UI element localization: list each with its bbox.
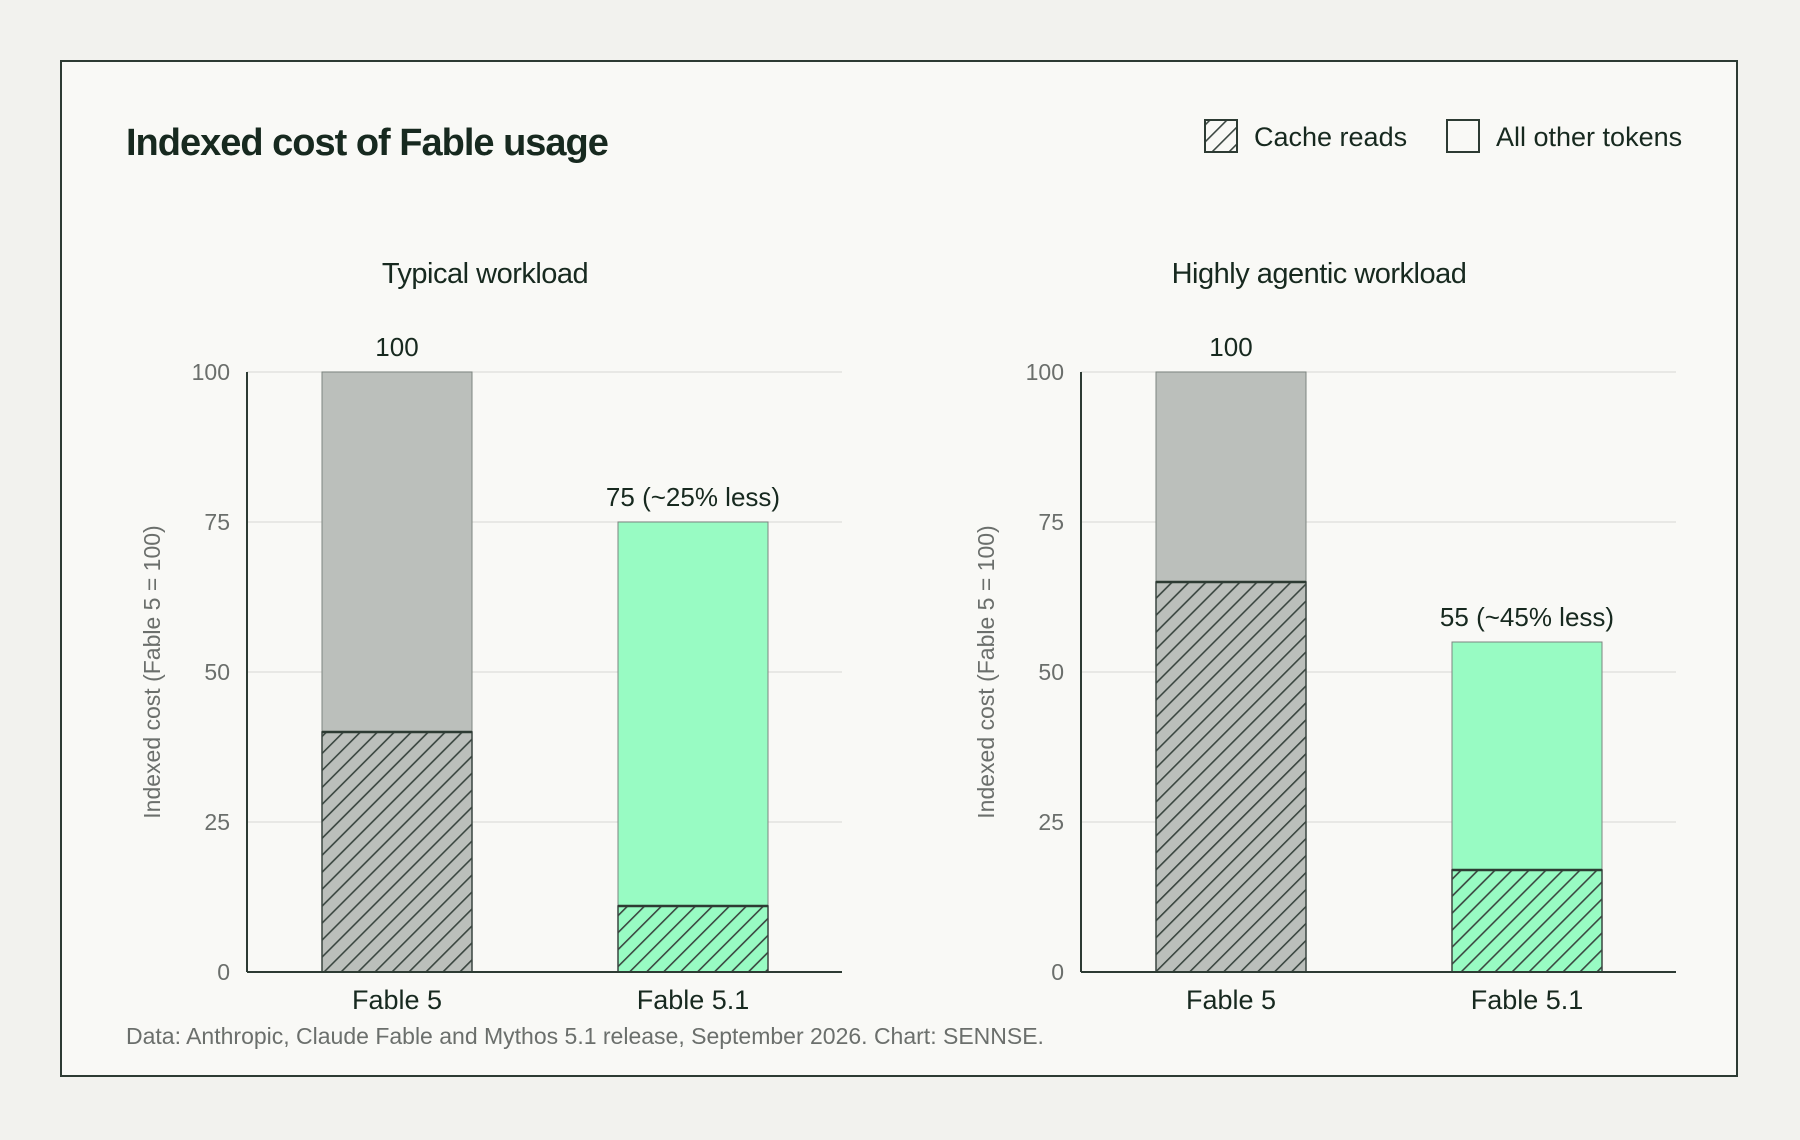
data-label: 75 (~25% less) — [606, 482, 780, 512]
legend-swatch-all-other-tokens — [1446, 119, 1480, 153]
y-tick-label: 50 — [204, 659, 230, 685]
panel-0: Typical workload 0 25 50 75 100 Indexed cost (… — [139, 258, 842, 1015]
bar-segment-all-other-tokens — [1155, 371, 1307, 583]
category-label: Fable 5 — [352, 985, 442, 1015]
legend: Cache reads All other tokens — [1204, 119, 1682, 153]
chart-figure: Indexed cost of Fable usage Cache reads … — [126, 119, 1682, 1049]
panels: Typical workload 0 25 50 75 100 Indexed cost (… — [139, 258, 1676, 1015]
bar-segment-cache-reads-hatch — [1155, 581, 1307, 973]
bar-segment-all-other-tokens — [617, 521, 769, 907]
panel-title: Highly agentic workload — [1172, 258, 1467, 290]
bar-segment-cache-reads-hatch — [617, 905, 769, 973]
legend-label-all-other-tokens: All other tokens — [1496, 122, 1682, 152]
chart-title: Indexed cost of Fable usage — [126, 122, 608, 164]
y-tick-label: 25 — [1038, 809, 1064, 835]
legend-swatch-cache-reads-hatch — [1204, 119, 1238, 153]
y-tick-label: 75 — [204, 509, 230, 535]
y-tick-label: 0 — [1051, 959, 1064, 985]
bar-segment-cache-reads-hatch — [321, 731, 473, 973]
y-tick-label: 50 — [1038, 659, 1064, 685]
y-axis-label: Indexed cost (Fable 5 = 100) — [973, 525, 999, 818]
y-tick-label: 100 — [192, 359, 230, 385]
data-label: 55 (~45% less) — [1440, 602, 1614, 632]
category-label: Fable 5.1 — [1471, 985, 1584, 1015]
legend-label-cache-reads: Cache reads — [1254, 122, 1407, 152]
y-axis-label: Indexed cost (Fable 5 = 100) — [139, 525, 165, 818]
chart-card: Indexed cost of Fable usage Cache reads … — [60, 60, 1738, 1077]
category-label: Fable 5.1 — [637, 985, 750, 1015]
y-tick-label: 75 — [1038, 509, 1064, 535]
y-tick-label: 0 — [217, 959, 230, 985]
source-note: Data: Anthropic, Claude Fable and Mythos… — [126, 1023, 1044, 1049]
bar-segment-all-other-tokens — [1451, 641, 1603, 871]
category-label: Fable 5 — [1186, 985, 1276, 1015]
panel-title: Typical workload — [382, 258, 588, 290]
panel-1: Highly agentic workload 0 25 50 75 100 Indexed… — [973, 258, 1676, 1015]
y-tick-label: 25 — [204, 809, 230, 835]
data-label: 100 — [375, 332, 418, 362]
bar-segment-all-other-tokens — [321, 371, 473, 733]
data-label: 100 — [1209, 332, 1252, 362]
y-tick-label: 100 — [1026, 359, 1064, 385]
bar-segment-cache-reads-hatch — [1451, 869, 1603, 973]
